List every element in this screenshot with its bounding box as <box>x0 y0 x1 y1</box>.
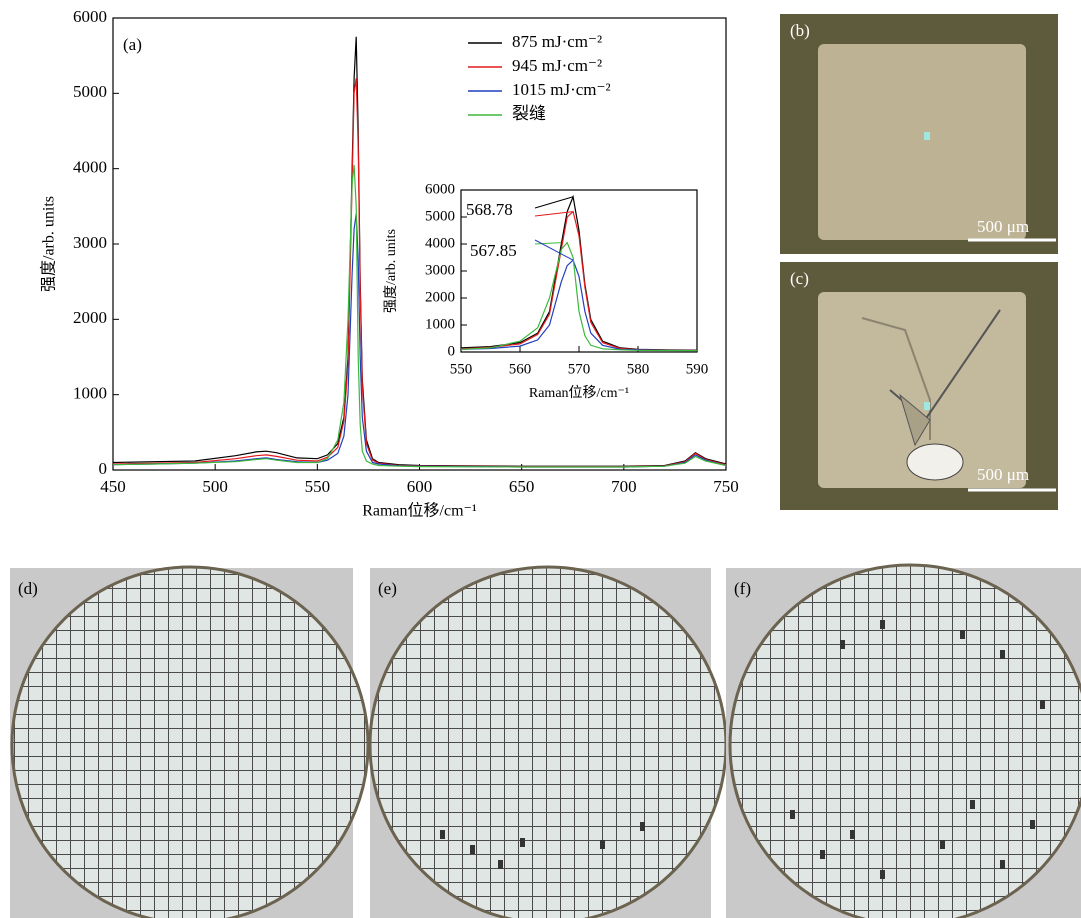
y-tick-label: 6000 <box>73 7 107 26</box>
panel-label: (e) <box>378 579 397 598</box>
x-tick-label: 750 <box>713 477 739 496</box>
x-tick-label: 560 <box>509 361 532 377</box>
x-tick-label: 580 <box>627 361 650 377</box>
scale-bar-label: 500 μm <box>977 217 1029 236</box>
x-axis-label: Raman位移/cm⁻¹ <box>362 502 477 520</box>
y-tick-label: 5000 <box>73 82 107 101</box>
annotation-leader <box>534 239 574 261</box>
y-tick-label: 4000 <box>73 158 107 177</box>
legend-label: 945 mJ·cm⁻² <box>512 56 602 75</box>
y-tick-label: 2000 <box>425 289 455 305</box>
annotation-leader <box>534 211 574 217</box>
chart: 550 560 570 580 590 0 1000 2000 3000 4000 5000 6000… <box>383 181 708 401</box>
photo-b: (b) 500 μm <box>780 14 1058 254</box>
panel-label: (c) <box>790 269 809 288</box>
x-tick-label: 590 <box>686 361 709 377</box>
photo-d: (d) <box>10 565 370 918</box>
y-tick-label: 0 <box>99 459 108 478</box>
y-tick-label: 1000 <box>425 316 455 332</box>
panel-label: (f) <box>734 579 751 598</box>
annotation-leader <box>534 196 574 209</box>
annotation: 568.78 <box>466 200 513 219</box>
y-tick-label: 6000 <box>425 181 455 197</box>
x-tick-label: 550 <box>450 361 473 377</box>
scale-bar-label: 500 μm <box>977 465 1029 484</box>
x-tick-label: 700 <box>611 477 637 496</box>
x-tick-label: 600 <box>407 477 433 496</box>
photo-e: (e) <box>368 565 728 918</box>
series-line <box>112 164 727 468</box>
y-axis-label: 强度/arb. units <box>40 196 58 292</box>
legend-label: 875 mJ·cm⁻² <box>512 32 602 51</box>
x-tick-label: 450 <box>100 477 126 496</box>
x-tick-label: 500 <box>202 477 228 496</box>
y-tick-label: 3000 <box>73 233 107 252</box>
x-axis-label: Raman位移/cm⁻¹ <box>529 385 629 401</box>
plot-frame <box>460 189 698 353</box>
photo-f: (f) <box>726 563 1081 918</box>
y-tick-label: 1000 <box>73 384 107 403</box>
panel-label: (d) <box>18 579 38 598</box>
x-tick-label: 570 <box>568 361 591 377</box>
legend-label: 1015 mJ·cm⁻² <box>512 80 611 99</box>
y-tick-label: 0 <box>448 343 456 359</box>
annotation: 567.85 <box>470 241 517 260</box>
y-tick-label: 5000 <box>425 208 455 224</box>
photo-c: (c) 500 μm <box>780 262 1058 510</box>
y-tick-label: 3000 <box>425 262 455 278</box>
panel-label: (a) <box>123 35 142 54</box>
y-tick-label: 4000 <box>425 235 455 251</box>
annotation-leader <box>534 242 562 245</box>
series-line <box>460 241 698 352</box>
legend-label: 裂缝 <box>512 104 546 123</box>
y-axis-label: 强度/arb. units <box>383 229 399 313</box>
y-tick-label: 2000 <box>73 308 107 327</box>
x-tick-label: 650 <box>509 477 535 496</box>
panel-label: (b) <box>790 21 810 40</box>
x-tick-label: 550 <box>305 477 331 496</box>
